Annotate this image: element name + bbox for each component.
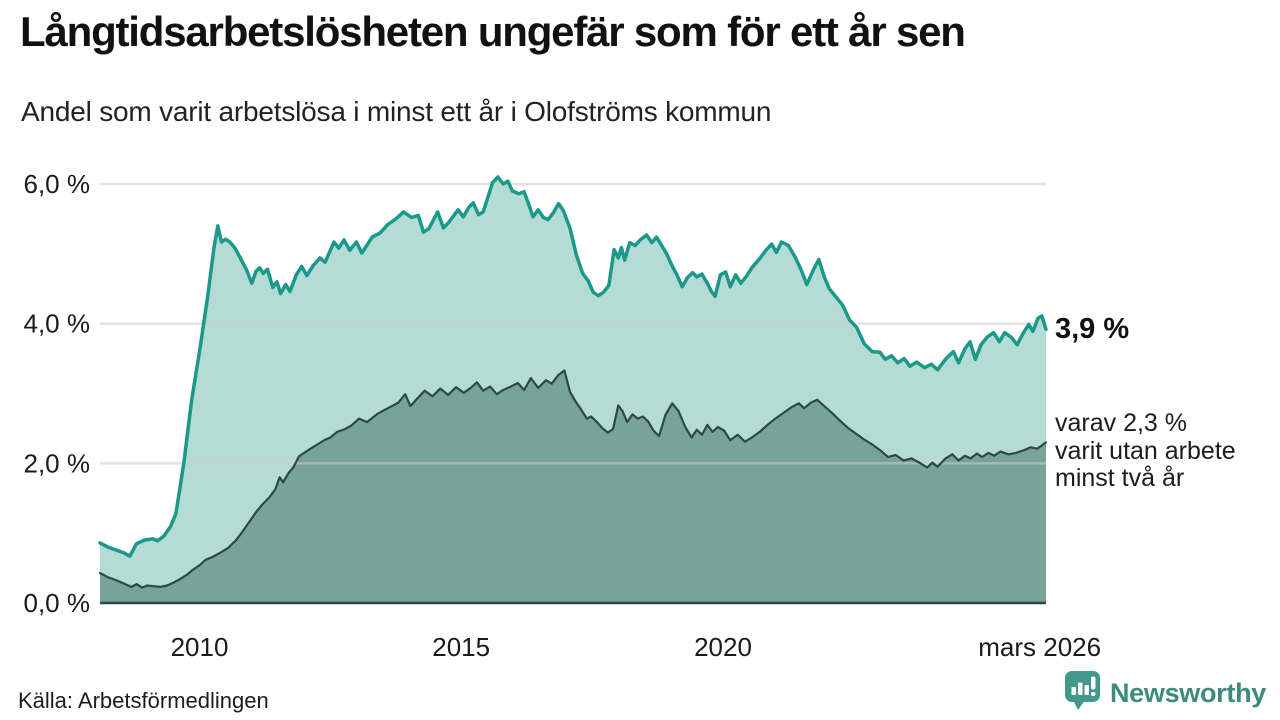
x-tick-label: 2015: [432, 632, 490, 662]
x-tick-label: 2020: [694, 632, 752, 662]
note-line-3: minst två år: [1055, 464, 1185, 492]
x-tick-label: 2010: [171, 632, 229, 662]
newsworthy-brand: Newsworthy: [1064, 671, 1266, 716]
newsworthy-brand-text: Newsworthy: [1109, 678, 1266, 708]
line-minst-tva-ar: [98, 369, 1048, 589]
newsworthy-logo-icon: [1064, 671, 1101, 716]
y-tick-label: 0,0 %: [24, 588, 91, 618]
y-tick-label: 4,0 %: [24, 309, 91, 339]
y-tick-label: 6,0 %: [24, 169, 91, 199]
latest-value-label: 3,9 %: [1055, 313, 1130, 345]
page-title: Långtidsarbetslösheten ungefär som för e…: [20, 8, 966, 55]
area-minst-tva-ar: [100, 370, 1046, 603]
note-line-1: varav 2,3 %: [1055, 409, 1188, 437]
line-minst-ett-ar: [98, 175, 1048, 558]
page-subtitle: Andel som varit arbetslösa i minst ett å…: [21, 96, 772, 127]
secondary-value-note: varav 2,3 % varit utan arbete minst två …: [1055, 409, 1236, 493]
y-tick-label: 2,0 %: [24, 448, 91, 478]
source-credit: Källa: Arbetsförmedlingen: [18, 688, 269, 713]
note-line-2: varit utan arbete: [1055, 436, 1236, 465]
x-tick-label: mars 2026: [978, 632, 1101, 662]
